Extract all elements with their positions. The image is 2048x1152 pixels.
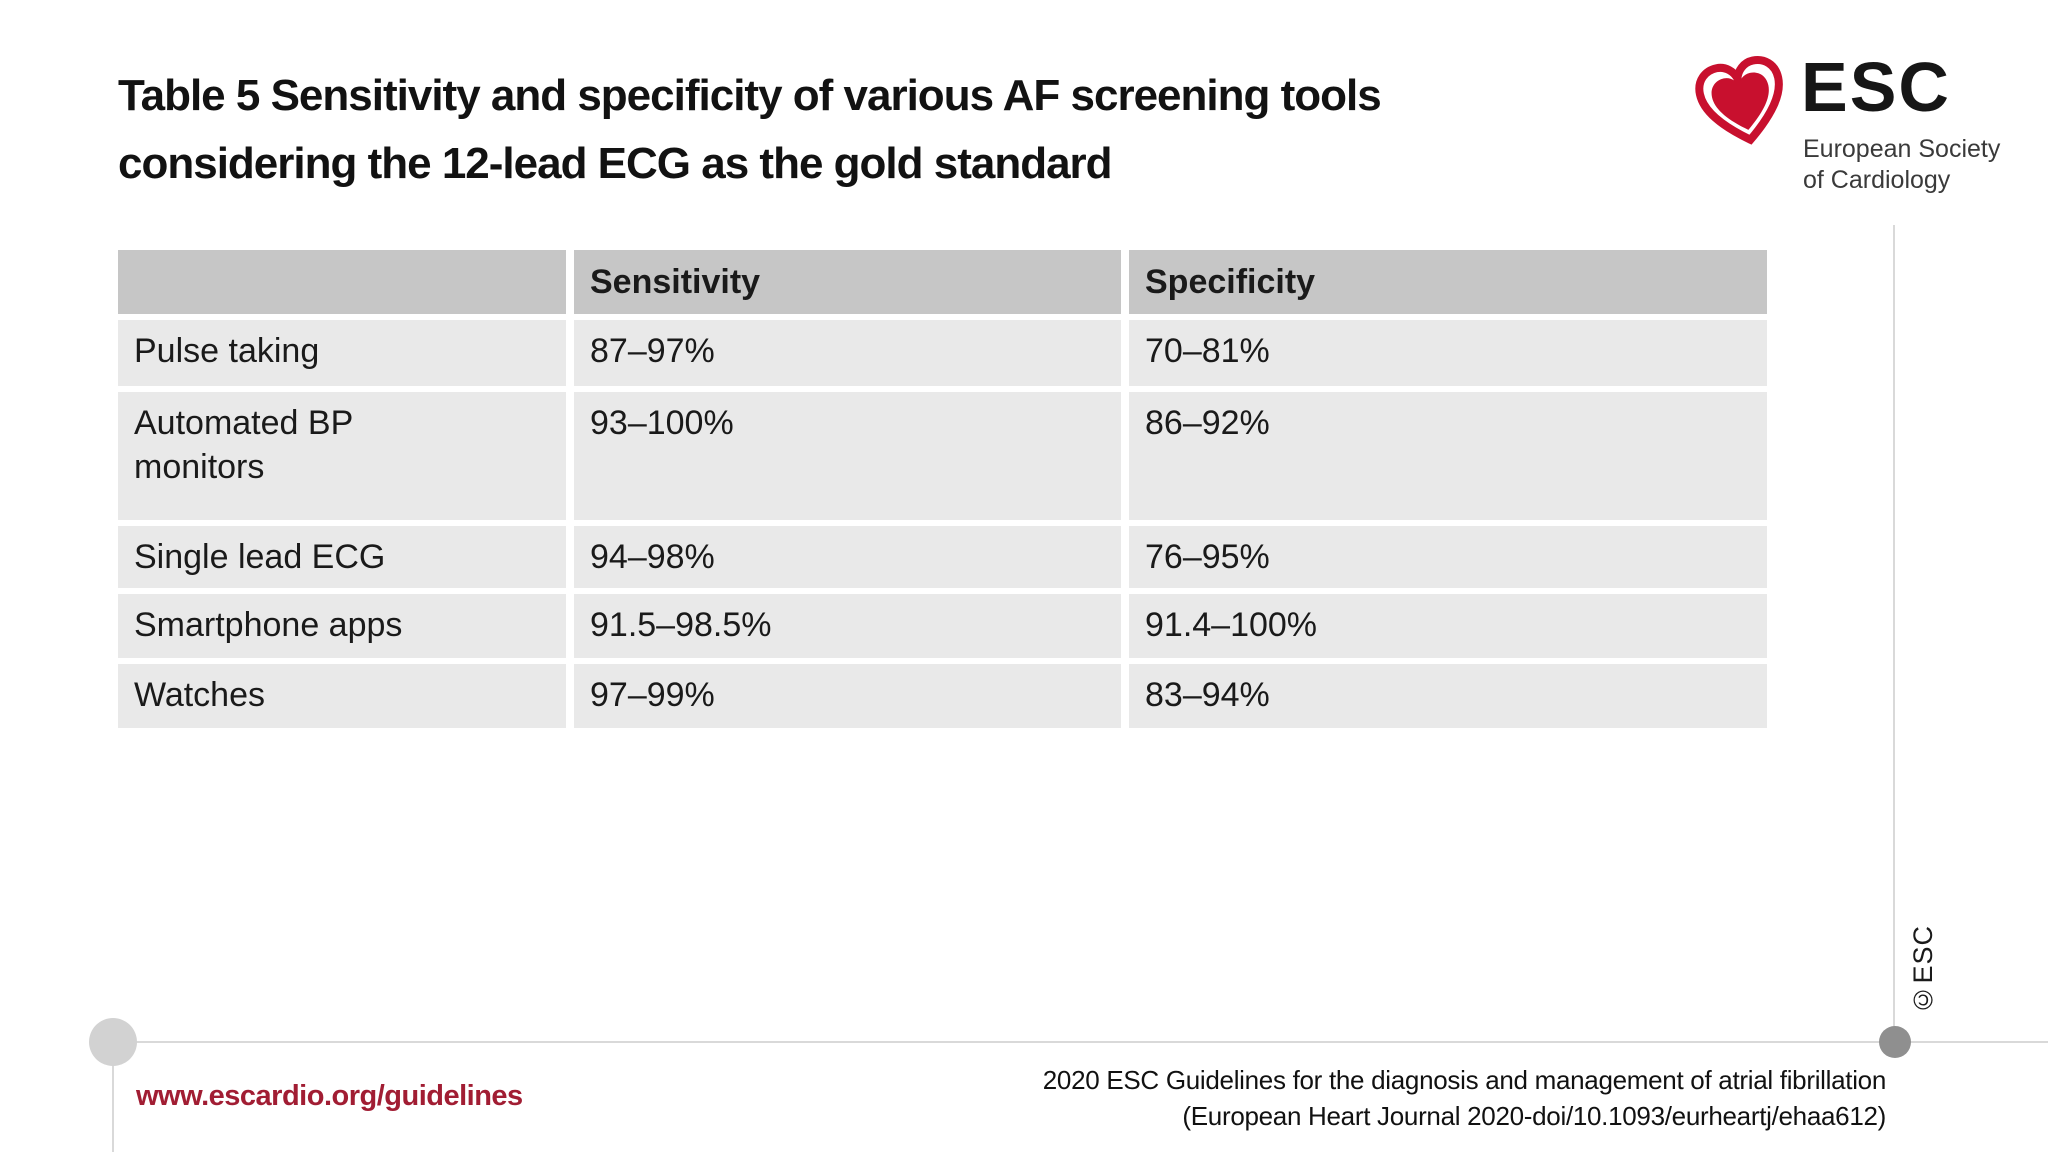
guidelines-reference-line2: (European Heart Journal 2020-doi/10.1093… <box>1182 1101 1886 1131</box>
esc-logo-subtitle: European Society of Cardiology <box>1803 134 2000 196</box>
table-row-label: Smartphone apps <box>118 594 566 658</box>
table-header-empty <box>118 250 566 314</box>
table-row-label: Single lead ECG <box>118 526 566 588</box>
esc-logo-acronym: ESC <box>1801 48 1951 126</box>
footer-left-circle <box>89 1018 137 1066</box>
esc-heart-icon <box>1693 52 1793 157</box>
table-cell-sensitivity: 97–99% <box>574 664 1121 728</box>
esc-logo-subtitle-line1: European Society <box>1803 135 2001 163</box>
table-cell-sensitivity: 94–98% <box>574 526 1121 588</box>
slide-title-line1: Table 5 Sensitivity and specificity of v… <box>118 71 1382 120</box>
table-row-label: Pulse taking <box>118 320 566 386</box>
slide-title-line2: considering the 12-lead ECG as the gold … <box>118 139 1113 188</box>
table-cell-sensitivity: 91.5–98.5% <box>574 594 1121 658</box>
table-cell-sensitivity: 93–100% <box>574 392 1121 520</box>
af-screening-table: Sensitivity Specificity Pulse taking 87–… <box>118 250 1767 728</box>
slide-title: Table 5 Sensitivity and specificity of v… <box>118 62 1382 198</box>
table-cell-specificity: 91.4–100% <box>1129 594 1767 658</box>
esc-copyright-watermark: ©ESC <box>1908 925 1938 1015</box>
esc-logo-subtitle-line2: of Cardiology <box>1803 166 1951 194</box>
table-header-sensitivity: Sensitivity <box>574 250 1121 314</box>
table-row-label: Watches <box>118 664 566 728</box>
table-cell-specificity: 76–95% <box>1129 526 1767 588</box>
left-vertical-divider <box>112 1042 114 1152</box>
table-cell-specificity: 83–94% <box>1129 664 1767 728</box>
table-cell-sensitivity: 87–97% <box>574 320 1121 386</box>
right-vertical-divider <box>1893 225 1895 1042</box>
guidelines-reference-line1: 2020 ESC Guidelines for the diagnosis an… <box>1042 1065 1887 1095</box>
table-cell-specificity: 86–92% <box>1129 392 1767 520</box>
table-cell-specificity: 70–81% <box>1129 320 1767 386</box>
table-header-specificity: Specificity <box>1129 250 1767 314</box>
esc-logo: ESC European Society of Cardiology <box>1693 50 2023 200</box>
footer-right-circle <box>1879 1026 1911 1058</box>
table-row-label: Automated BP monitors <box>118 392 566 520</box>
footer-horizontal-rule <box>113 1041 2048 1043</box>
guidelines-website-link[interactable]: www.escardio.org/guidelines <box>136 1080 523 1112</box>
guidelines-reference: 2020 ESC Guidelines for the diagnosis an… <box>1042 1062 1887 1134</box>
